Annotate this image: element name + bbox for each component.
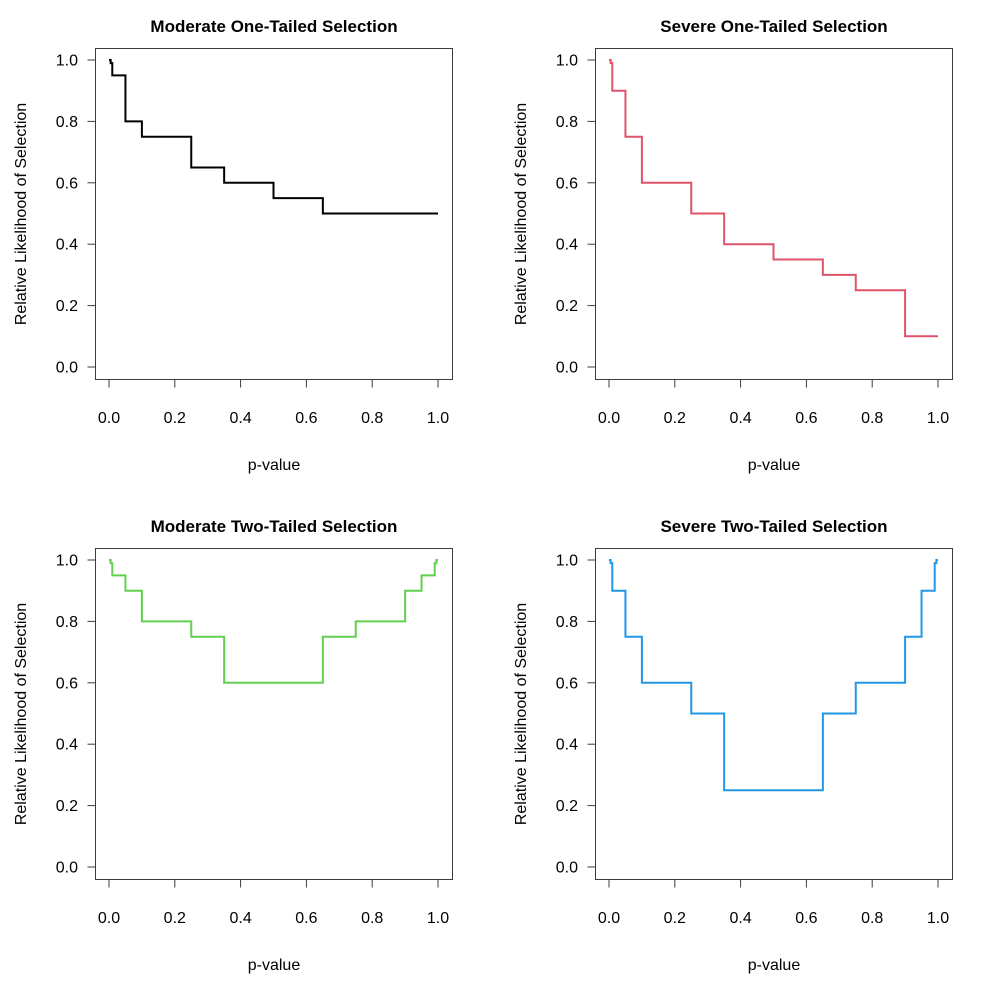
x-tick-label: 0.6 <box>795 910 817 927</box>
y-tick-label: 1.0 <box>556 53 578 70</box>
x-axis-label: p-value <box>748 457 801 474</box>
y-tick-label: 0.2 <box>56 798 78 815</box>
y-tick-label: 0.4 <box>56 237 78 254</box>
x-axis-label: p-value <box>748 957 801 974</box>
x-tick-label: 0.4 <box>729 910 751 927</box>
plot-box <box>95 548 453 880</box>
step-curve <box>609 59 938 338</box>
moderate-one-tailed-chart: 0.0 0.2 0.4 0.6 0.8 1.0 0.0 0.2 0.4 0.6 0.8 1.0 Mode… <box>13 17 453 474</box>
x-tick-label: 0.6 <box>295 410 317 427</box>
x-tick-label: 0.6 <box>295 910 317 927</box>
severe-two-tailed-chart: 0.0 0.2 0.4 0.6 0.8 1.0 0.0 0.2 0.4 0.6 0.8 1.0 Seve… <box>513 517 953 974</box>
y-tick-label: 0.0 <box>556 860 578 877</box>
x-tick-label: 0.8 <box>861 910 883 927</box>
y-tick-label: 0.6 <box>556 175 578 192</box>
y-tick-label: 1.0 <box>56 553 78 570</box>
y-tick-label: 0.6 <box>556 675 578 692</box>
x-tick-label: 0.0 <box>598 910 620 927</box>
panel-severe-one-tailed: 0.0 0.2 0.4 0.6 0.8 1.0 0.0 0.2 0.4 0.6 0.8 1.0 Seve… <box>500 0 1000 500</box>
panel-title: Moderate One-Tailed Selection <box>150 17 397 36</box>
x-tick-label: 0.4 <box>729 410 751 427</box>
y-tick-label: 0.0 <box>56 860 78 877</box>
y-tick-label: 0.2 <box>556 298 578 315</box>
y-tick-label: 0.4 <box>556 237 578 254</box>
y-tick-label: 1.0 <box>56 53 78 70</box>
y-tick-label: 0.4 <box>56 737 78 754</box>
x-tick-label: 0.8 <box>861 410 883 427</box>
y-tick-label: 1.0 <box>556 553 578 570</box>
panel-moderate-one-tailed: 0.0 0.2 0.4 0.6 0.8 1.0 0.0 0.2 0.4 0.6 0.8 1.0 Mode… <box>0 0 500 500</box>
x-tick-label: 0.8 <box>361 910 383 927</box>
step-curve <box>109 59 438 215</box>
step-curve <box>609 559 938 792</box>
y-tick-label: 0.6 <box>56 175 78 192</box>
x-tick-label: 1.0 <box>927 910 949 927</box>
plot-box <box>595 548 953 880</box>
x-tick-label: 0.0 <box>98 910 120 927</box>
y-tick-label: 0.2 <box>56 298 78 315</box>
x-tick-label: 0.8 <box>361 410 383 427</box>
x-tick-label: 0.2 <box>664 410 686 427</box>
y-tick-label: 0.2 <box>556 798 578 815</box>
panel-title: Moderate Two-Tailed Selection <box>151 517 398 536</box>
step-curve <box>109 559 438 684</box>
x-tick-label: 0.4 <box>229 910 251 927</box>
x-tick-label: 1.0 <box>427 910 449 927</box>
panel-severe-two-tailed: 0.0 0.2 0.4 0.6 0.8 1.0 0.0 0.2 0.4 0.6 0.8 1.0 Seve… <box>500 500 1000 1000</box>
y-tick-label: 0.0 <box>56 360 78 377</box>
y-axis-label: Relative Likelihood of Selection <box>13 603 30 825</box>
x-tick-label: 0.0 <box>598 410 620 427</box>
plot-box <box>95 48 453 380</box>
x-tick-label: 0.2 <box>164 910 186 927</box>
x-tick-label: 1.0 <box>427 410 449 427</box>
y-axis-label: Relative Likelihood of Selection <box>513 603 530 825</box>
y-tick-label: 0.6 <box>56 675 78 692</box>
y-tick-label: 0.8 <box>556 114 578 131</box>
panel-title: Severe Two-Tailed Selection <box>660 517 887 536</box>
x-tick-label: 1.0 <box>927 410 949 427</box>
x-tick-label: 0.0 <box>98 410 120 427</box>
x-axis-label: p-value <box>248 957 301 974</box>
x-tick-label: 0.2 <box>664 910 686 927</box>
panel-moderate-two-tailed: 0.0 0.2 0.4 0.6 0.8 1.0 0.0 0.2 0.4 0.6 0.8 1.0 Mode… <box>0 500 500 1000</box>
x-tick-label: 0.4 <box>229 410 251 427</box>
y-tick-label: 0.8 <box>56 614 78 631</box>
x-tick-label: 0.2 <box>164 410 186 427</box>
y-tick-label: 0.4 <box>556 737 578 754</box>
y-tick-label: 0.8 <box>56 114 78 131</box>
panel-title: Severe One-Tailed Selection <box>660 17 887 36</box>
severe-one-tailed-chart: 0.0 0.2 0.4 0.6 0.8 1.0 0.0 0.2 0.4 0.6 0.8 1.0 Seve… <box>513 17 953 474</box>
y-tick-label: 0.8 <box>556 614 578 631</box>
plot-box <box>595 48 953 380</box>
y-axis-label: Relative Likelihood of Selection <box>513 103 530 325</box>
x-axis-label: p-value <box>248 457 301 474</box>
moderate-two-tailed-chart: 0.0 0.2 0.4 0.6 0.8 1.0 0.0 0.2 0.4 0.6 0.8 1.0 Mode… <box>13 517 453 974</box>
y-tick-label: 0.0 <box>556 360 578 377</box>
y-axis-label: Relative Likelihood of Selection <box>13 103 30 325</box>
x-tick-label: 0.6 <box>795 410 817 427</box>
